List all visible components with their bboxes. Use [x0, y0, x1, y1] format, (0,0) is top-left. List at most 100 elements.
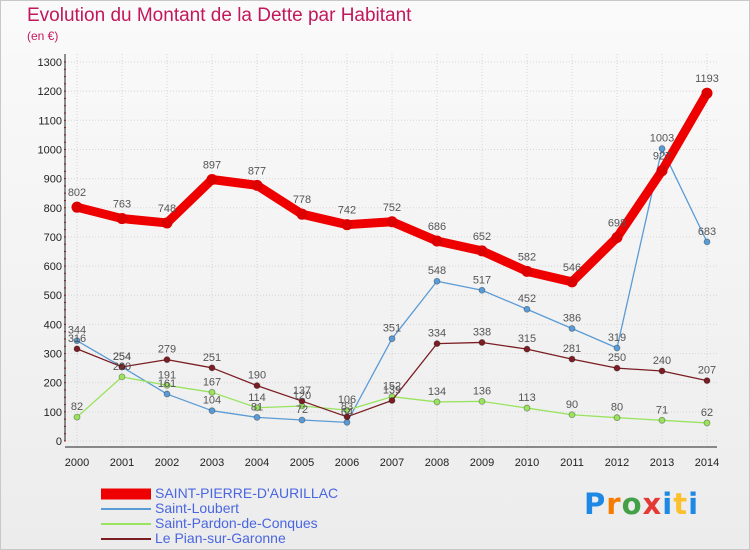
y-tick-label: 400 [44, 319, 62, 331]
data-label-saint-pardon-de-conques: 80 [611, 402, 623, 414]
series-point-saint-pierre-d-aurillac [161, 217, 173, 229]
data-label-saint-loubert: 517 [473, 274, 491, 286]
x-tick-label: 2010 [515, 457, 539, 469]
series-line-saint-pierre-d-aurillac [72, 88, 712, 287]
logo-letter: t [673, 487, 689, 521]
y-tick-label: 0 [56, 436, 62, 448]
series-point-saint-loubert [568, 325, 576, 332]
series-point-saint-pierre-d-aurillac [116, 213, 128, 225]
y-tick-label: 800 [44, 203, 62, 215]
data-label-saint-loubert: 351 [383, 323, 401, 335]
gridlines [68, 54, 717, 449]
logo-letter: P [584, 487, 607, 521]
series-point-saint-pierre-d-aurillac [71, 201, 83, 213]
x-tick-label: 2002 [155, 457, 179, 469]
series-point-le-pian-sur-garonne [388, 397, 396, 404]
data-label-le-pian-sur-garonne: 338 [473, 326, 491, 338]
legend-label: Saint-Loubert [155, 500, 240, 516]
series-point-le-pian-sur-garonne [298, 397, 306, 405]
series-point-saint-pardon-de-conques [208, 388, 216, 396]
data-label-saint-loubert: 452 [518, 293, 536, 305]
series-point-saint-pardon-de-conques [433, 398, 441, 406]
series-point-saint-pierre-d-aurillac [341, 219, 353, 231]
data-label-saint-pierre-d-aurillac: 877 [248, 165, 266, 177]
data-label-le-pian-sur-garonne: 315 [518, 333, 536, 345]
series-point-saint-pardon-de-conques [613, 414, 621, 422]
series-layer [71, 87, 713, 427]
series-point-saint-loubert [523, 305, 531, 313]
x-tick-label: 2001 [110, 457, 134, 469]
x-tick-label: 2005 [290, 457, 314, 469]
data-label-saint-loubert: 161 [158, 378, 176, 390]
data-label-saint-pardon-de-conques: 62 [701, 407, 713, 419]
series-point-saint-pierre-d-aurillac [521, 265, 533, 277]
logo-letter: r [606, 487, 622, 521]
series-point-saint-pierre-d-aurillac [566, 276, 578, 288]
y-tick-label: 600 [44, 261, 62, 273]
series-point-le-pian-sur-garonne [568, 355, 576, 363]
chart-subtitle: (en €) [27, 29, 59, 43]
y-tick-label: 1200 [38, 86, 62, 98]
data-label-le-pian-sur-garonne: 190 [248, 370, 266, 382]
data-label-le-pian-sur-garonne: 83 [341, 401, 353, 413]
data-label-le-pian-sur-garonne: 251 [203, 352, 221, 364]
y-tick-label: 1300 [38, 57, 62, 69]
data-label-saint-loubert: 254 [113, 351, 131, 363]
series-point-le-pian-sur-garonne [478, 339, 486, 346]
data-label-le-pian-sur-garonne: 281 [563, 343, 581, 355]
chart-title: Evolution du Montant de la Dette par Hab… [27, 5, 412, 26]
series-point-le-pian-sur-garonne [208, 364, 216, 372]
series-point-saint-loubert [658, 145, 666, 152]
series-point-saint-pardon-de-conques [658, 416, 666, 424]
series-point-le-pian-sur-garonne [73, 345, 81, 353]
data-label-le-pian-sur-garonne: 254 [113, 351, 131, 363]
x-tick-label: 2012 [605, 457, 629, 469]
series-point-saint-pardon-de-conques [568, 411, 576, 419]
data-label-le-pian-sur-garonne: 334 [428, 328, 446, 340]
logo-letter: i [662, 487, 674, 521]
series-point-saint-loubert [208, 407, 216, 415]
data-label-saint-pierre-d-aurillac: 897 [203, 159, 221, 171]
data-label-le-pian-sur-garonne: 250 [608, 352, 626, 364]
series-point-saint-pierre-d-aurillac [206, 173, 218, 185]
data-label-saint-pardon-de-conques: 90 [566, 399, 578, 411]
data-label-saint-loubert: 64 [341, 406, 353, 418]
data-label-saint-pierre-d-aurillac: 752 [383, 202, 401, 214]
data-label-le-pian-sur-garonne: 139 [383, 384, 401, 396]
series-point-saint-loubert [163, 390, 171, 398]
series-point-saint-loubert [253, 413, 261, 421]
data-label-saint-pardon-de-conques: 167 [203, 376, 221, 388]
series-point-saint-pierre-d-aurillac [701, 87, 713, 99]
data-label-saint-pardon-de-conques: 82 [71, 401, 83, 413]
x-tick-label: 2008 [425, 457, 449, 469]
series-point-saint-pierre-d-aurillac [431, 235, 443, 247]
data-label-saint-loubert: 104 [203, 395, 221, 407]
data-label-saint-pierre-d-aurillac: 763 [113, 199, 131, 211]
data-label-saint-pierre-d-aurillac: 686 [428, 221, 446, 233]
data-label-saint-pardon-de-conques: 113 [518, 392, 536, 404]
x-tick-label: 2006 [335, 457, 359, 469]
series-point-saint-pardon-de-conques [253, 404, 261, 412]
series-point-le-pian-sur-garonne [163, 356, 171, 364]
series-point-saint-pardon-de-conques [73, 413, 81, 421]
series-point-saint-loubert [613, 344, 621, 352]
series-point-saint-pardon-de-conques [118, 373, 126, 381]
series-point-saint-pardon-de-conques [343, 406, 351, 414]
legend-label: Saint-Pardon-de-Conques [155, 515, 318, 531]
legend-swatch [101, 522, 151, 525]
y-tick-label: 1000 [38, 144, 62, 156]
y-tick-label: 1100 [38, 115, 62, 127]
data-label-saint-pardon-de-conques: 220 [113, 361, 131, 373]
data-labels: 802 763 748 897 877 778 742 752 686 652 582 546 698 9… [68, 73, 719, 419]
data-label-saint-loubert: 81 [251, 401, 263, 413]
data-label-saint-pierre-d-aurillac: 582 [518, 251, 536, 263]
proxiti-logo: Proxiti [584, 487, 699, 521]
legend-swatch [101, 488, 151, 499]
data-label-saint-loubert: 548 [428, 265, 446, 277]
x-tick-label: 2009 [470, 457, 494, 469]
data-label-saint-loubert: 386 [563, 312, 581, 324]
series-point-le-pian-sur-garonne [343, 413, 351, 421]
data-label-saint-pardon-de-conques: 106 [338, 394, 356, 406]
series-point-saint-pierre-d-aurillac [476, 245, 488, 257]
